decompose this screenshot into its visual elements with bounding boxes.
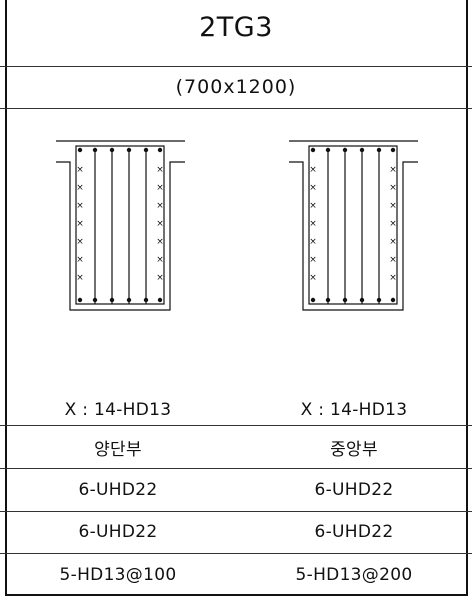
svg-text:×: × [389, 165, 397, 175]
tie-note-end: X : 14-HD13 [64, 400, 172, 420]
svg-text:×: × [156, 255, 164, 265]
divider [0, 425, 472, 426]
top-bar-end: 6-UHD22 [78, 480, 158, 500]
svg-text:×: × [76, 237, 84, 247]
section-drawing-center: × × × × × × × × × × × × × × [289, 140, 418, 311]
section-drawing-end: × × × × × × × × × × × × × × [56, 140, 185, 311]
svg-text:×: × [156, 273, 164, 283]
svg-text:×: × [389, 255, 397, 265]
svg-text:×: × [156, 183, 164, 193]
svg-text:×: × [389, 201, 397, 211]
svg-text:×: × [76, 201, 84, 211]
svg-text:×: × [309, 165, 317, 175]
svg-text:×: × [389, 183, 397, 193]
stirrup-end: 5-HD13@100 [59, 565, 177, 585]
divider [0, 468, 472, 469]
location-center: 중앙부 [330, 440, 378, 460]
svg-text:×: × [156, 201, 164, 211]
top-bar-center: 6-UHD22 [314, 480, 394, 500]
svg-text:×: × [309, 273, 317, 283]
svg-text:×: × [389, 237, 397, 247]
svg-text:×: × [76, 273, 84, 283]
svg-text:×: × [309, 201, 317, 211]
location-end: 양단부 [94, 440, 142, 460]
svg-text:×: × [389, 219, 397, 229]
divider [0, 66, 472, 67]
svg-text:×: × [76, 183, 84, 193]
bottom-bar-center: 6-UHD22 [314, 522, 394, 542]
svg-text:×: × [309, 219, 317, 229]
svg-text:×: × [309, 237, 317, 247]
svg-text:×: × [76, 219, 84, 229]
member-dimensions: (700x1200) [175, 76, 297, 98]
svg-text:×: × [309, 255, 317, 265]
svg-text:×: × [76, 165, 84, 175]
svg-text:×: × [76, 255, 84, 265]
bottom-bar-end: 6-UHD22 [78, 522, 158, 542]
stirrup-center: 5-HD13@200 [295, 565, 413, 585]
svg-text:×: × [156, 237, 164, 247]
svg-text:×: × [389, 273, 397, 283]
tie-note-center: X : 14-HD13 [300, 400, 408, 420]
member-title: 2TG3 [199, 12, 273, 43]
svg-text:×: × [156, 165, 164, 175]
divider [0, 553, 472, 554]
table-frame [5, 0, 468, 596]
svg-text:×: × [309, 183, 317, 193]
divider [0, 108, 472, 109]
svg-text:×: × [156, 219, 164, 229]
divider [0, 511, 472, 512]
